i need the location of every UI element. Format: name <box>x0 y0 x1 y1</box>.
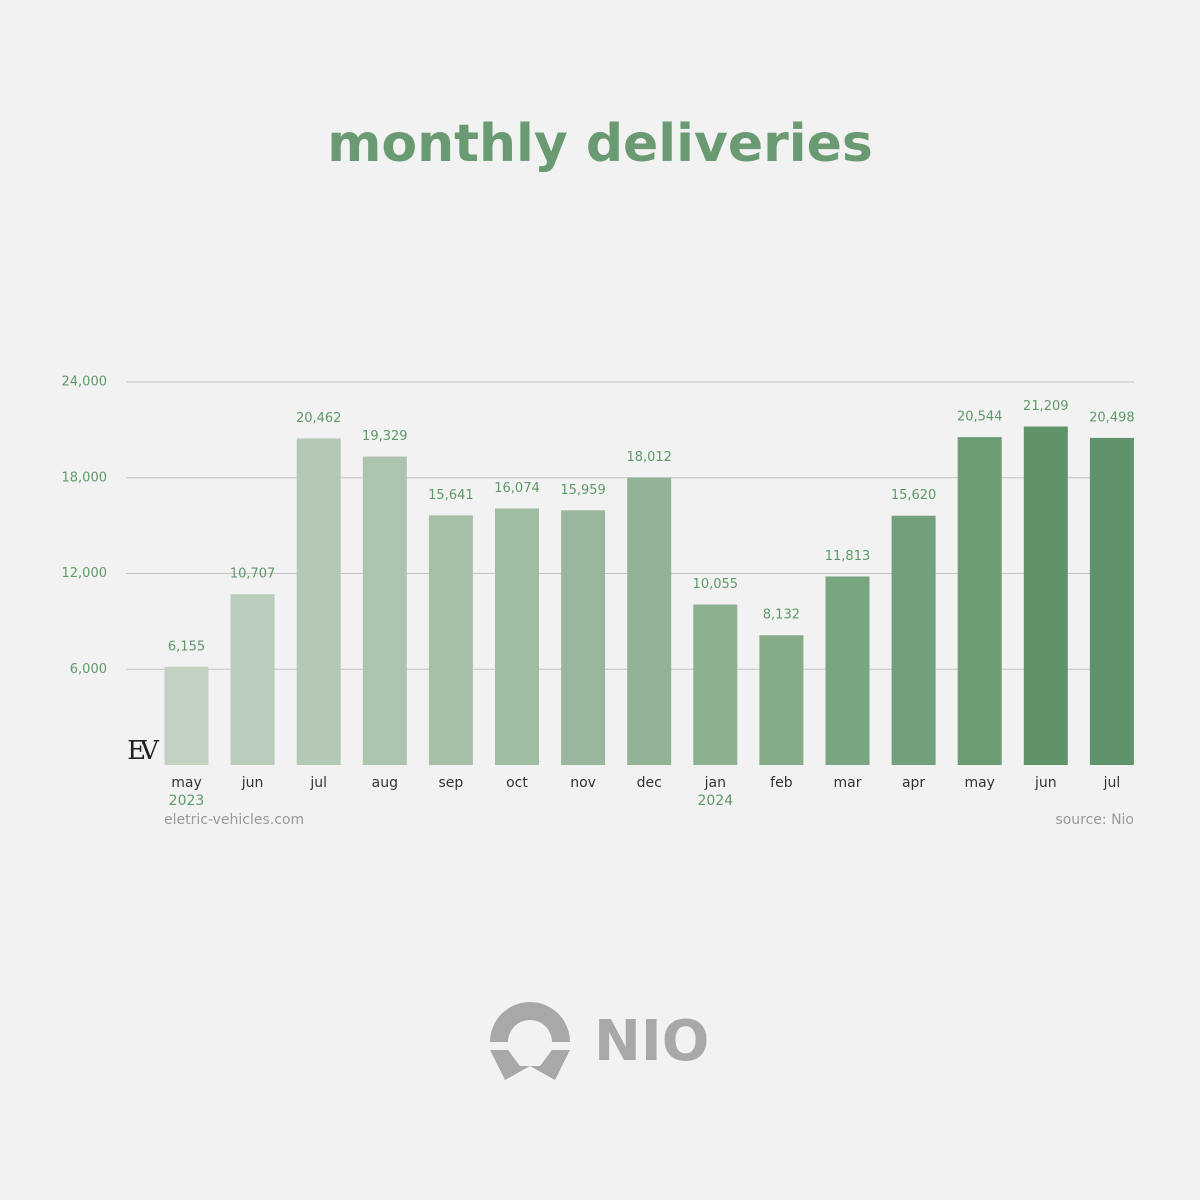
value-label: 15,620 <box>891 488 937 503</box>
x-tick-label: jun <box>1034 775 1057 791</box>
x-tick-label: jul <box>1103 775 1121 791</box>
logo-arc <box>490 1002 570 1042</box>
year-label: 2023 <box>169 793 205 809</box>
value-label: 15,641 <box>428 488 474 503</box>
value-label: 16,074 <box>494 481 540 496</box>
bar <box>627 477 672 765</box>
x-tick-label: apr <box>902 775 925 791</box>
x-tick-label: oct <box>506 775 528 791</box>
y-tick-label: 18,000 <box>62 470 108 485</box>
bar <box>362 456 407 765</box>
bar <box>230 594 275 765</box>
value-label: 10,707 <box>230 567 276 582</box>
year-label: 2024 <box>697 793 733 809</box>
value-label: 21,209 <box>1023 399 1069 414</box>
value-label: 20,544 <box>957 410 1003 425</box>
x-tick-label: jun <box>241 775 264 791</box>
bar <box>561 510 606 765</box>
value-label: 11,813 <box>825 549 871 564</box>
value-label: 6,155 <box>168 639 205 654</box>
x-tick-label: dec <box>637 775 662 791</box>
y-tick-label: 24,000 <box>62 375 108 390</box>
value-label: 15,959 <box>560 483 606 498</box>
x-tick-label: jan <box>704 775 726 791</box>
bar <box>428 515 473 765</box>
bar <box>495 508 539 765</box>
bar <box>1023 426 1068 765</box>
value-label: 20,462 <box>296 411 342 426</box>
bar <box>759 635 804 765</box>
value-label: 20,498 <box>1089 410 1135 425</box>
logo-icon <box>490 1002 570 1080</box>
bar <box>296 438 341 765</box>
y-tick-label: 6,000 <box>70 662 107 677</box>
x-tick-label: aug <box>372 775 398 791</box>
footer-left: eletric-vehicles.com <box>164 812 304 828</box>
bar <box>891 515 936 765</box>
bar <box>957 437 1002 765</box>
x-tick-label: jul <box>309 775 327 791</box>
value-label: 10,055 <box>693 577 739 592</box>
bar <box>825 576 870 765</box>
x-tick-label: may <box>964 775 995 791</box>
x-tick-label: may <box>171 775 202 791</box>
value-label: 19,329 <box>362 429 408 444</box>
value-label: 18,012 <box>626 450 672 465</box>
bar <box>1089 437 1134 765</box>
bar <box>693 604 738 765</box>
x-tick-label: sep <box>439 775 464 791</box>
y-tick-label: 12,000 <box>62 566 108 581</box>
chart-title: monthly deliveries <box>327 114 873 174</box>
footer-right: source: Nio <box>1055 812 1134 828</box>
value-label: 8,132 <box>763 608 800 623</box>
x-tick-label: nov <box>570 775 596 791</box>
logo-legs <box>490 1050 570 1080</box>
x-tick-label: mar <box>834 775 862 791</box>
bar <box>164 666 209 765</box>
logo-text: NIO <box>594 1009 709 1074</box>
x-tick-label: feb <box>770 775 793 791</box>
